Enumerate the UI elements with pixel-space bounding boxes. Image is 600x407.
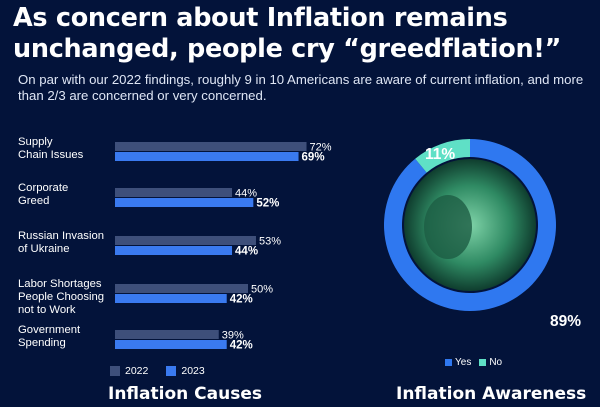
bar-2022 (115, 284, 248, 293)
donut-chart-title: Inflation Awareness (396, 384, 587, 404)
category-label-line: Spending (18, 337, 66, 349)
donut-legend-swatch-yes (445, 359, 452, 366)
bar-value-label-2023: 52% (256, 198, 279, 210)
bar-2023 (115, 198, 254, 207)
category-label-line: Government (18, 324, 81, 336)
bar-value-label-2023: 69% (302, 152, 325, 164)
bar-2023 (115, 340, 227, 349)
subhead: On par with our 2022 findings, roughly 9… (18, 72, 584, 103)
bar-2022 (115, 236, 256, 245)
legend-swatch-2022 (110, 366, 120, 376)
portrait-shape (424, 195, 472, 259)
bar-2022 (115, 188, 233, 197)
category-label-line: Supply (18, 136, 53, 148)
bar-legend: 2022 2023 (110, 364, 223, 378)
inflation-awareness-donut (384, 139, 556, 312)
category-label-line: Greed (18, 195, 50, 207)
donut-legend-item-no: No (479, 357, 502, 368)
bar-value-label-2023: 42% (230, 294, 253, 306)
donut-slice-no (415, 139, 470, 173)
bar-value-label-2022: 72% (310, 142, 332, 154)
donut-legend-item-yes: Yes (445, 357, 471, 368)
bar-value-label-2022: 39% (222, 330, 244, 342)
legend-item-2022: 2022 (110, 365, 148, 377)
category-label: Government Spending (18, 324, 118, 350)
category-label: Corporate Greed (18, 182, 118, 208)
category-label-line: People Choosing (18, 291, 105, 303)
category-label-line: Russian Invasion (18, 230, 105, 242)
category-label: Supply Chain Issues (18, 136, 118, 162)
bar-2023 (115, 294, 227, 303)
category-label: Russian Invasion of Ukraine (18, 230, 118, 256)
bar-chart-title: Inflation Causes (108, 384, 262, 404)
legend-label-2022: 2022 (125, 365, 149, 377)
donut-legend: Yes No (445, 357, 510, 368)
bar-value-label-2022: 50% (251, 284, 273, 296)
bar-value-label-2022: 44% (235, 188, 257, 200)
bar-2023 (115, 152, 299, 161)
legend-label-2023: 2023 (181, 365, 205, 377)
category-label: Labor Shortages People Choosing not to Wor… (18, 278, 118, 317)
donut-legend-label-yes: Yes (455, 357, 472, 368)
bar-value-label-2023: 44% (235, 246, 258, 258)
headline: As concern about Inflation remains uncha… (13, 3, 562, 64)
category-label-line: not to Work (18, 304, 76, 316)
bar-value-label-2022: 53% (259, 236, 281, 248)
bar-2022 (115, 142, 307, 151)
legend-item-2023: 2023 (166, 365, 205, 377)
category-label-line: Corporate (18, 182, 69, 194)
bar-2023 (115, 246, 233, 255)
donut-label-yes: 89% (550, 313, 582, 330)
category-label-line: of Ukraine (18, 243, 70, 255)
donut-legend-label-no: No (489, 357, 503, 368)
donut-label-no: 11% (425, 146, 456, 163)
bar-2022 (115, 330, 219, 339)
donut-legend-swatch-no (479, 359, 487, 366)
legend-swatch-2023 (166, 366, 177, 376)
category-label-line: Labor Shortages (18, 278, 102, 290)
bar-value-label-2023: 42% (230, 340, 253, 352)
category-label-line: Chain Issues (18, 149, 84, 161)
